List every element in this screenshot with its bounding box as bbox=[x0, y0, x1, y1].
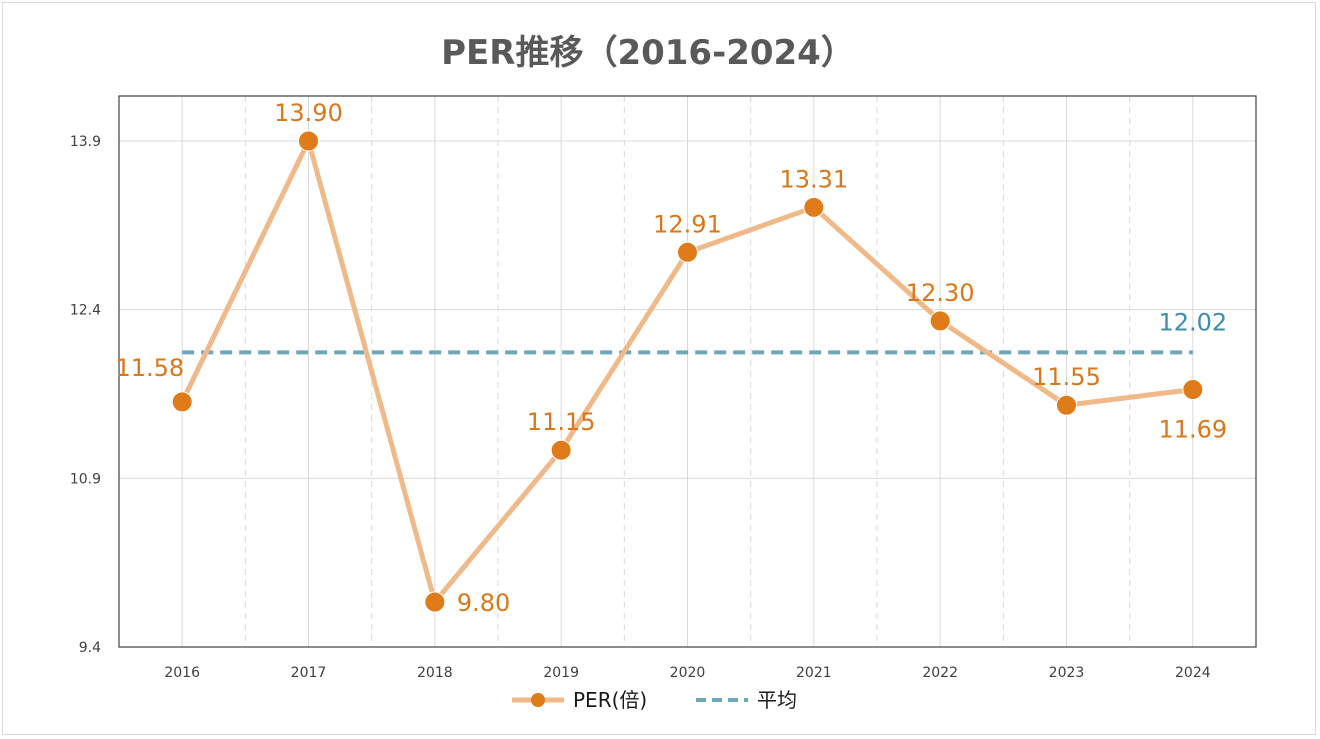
per-data-label: 9.80 bbox=[457, 589, 510, 617]
per-data-label: 12.30 bbox=[906, 279, 975, 307]
per-data-label: 12.91 bbox=[653, 210, 722, 238]
chart-title: PER推移（2016-2024） bbox=[441, 33, 855, 73]
per-marker bbox=[1182, 378, 1204, 400]
legend-per-marker bbox=[531, 693, 545, 707]
x-axis-ticks: 2016 2017 2018 2019 2020 2021 2022 2023 2024 bbox=[164, 665, 1210, 681]
y-axis-ticks: 13.9 12.4 10.9 9.4 bbox=[70, 134, 101, 656]
per-marker bbox=[171, 391, 193, 413]
per-data-label: 13.90 bbox=[274, 99, 343, 127]
x-tick-label: 2019 bbox=[543, 665, 579, 681]
per-marker bbox=[424, 591, 446, 613]
per-data-label: 11.58 bbox=[115, 354, 184, 382]
legend-per-label: PER(倍) bbox=[573, 688, 647, 712]
x-tick-label: 2018 bbox=[417, 665, 453, 681]
per-data-label: 13.31 bbox=[779, 165, 848, 193]
average-data-label: 12.02 bbox=[1158, 308, 1227, 336]
x-tick-label: 2017 bbox=[291, 665, 327, 681]
legend: PER(倍) 平均 bbox=[512, 688, 797, 712]
plot-area-border bbox=[118, 95, 1257, 648]
data-labels: 11.58 13.90 9.80 11.15 12.91 13.31 12.30 11.55 1… bbox=[115, 99, 1227, 617]
per-data-label: 11.55 bbox=[1032, 363, 1101, 391]
y-tick-label: 13.9 bbox=[70, 134, 101, 150]
y-tick-label: 12.4 bbox=[70, 303, 101, 319]
x-tick-label: 2023 bbox=[1049, 665, 1085, 681]
y-tick-label: 10.9 bbox=[70, 471, 101, 487]
per-marker bbox=[929, 310, 951, 332]
per-data-label: 11.15 bbox=[527, 408, 596, 436]
x-tick-label: 2024 bbox=[1175, 665, 1211, 681]
grid bbox=[119, 96, 1256, 648]
per-marker bbox=[298, 130, 319, 152]
legend-average-label: 平均 bbox=[757, 688, 797, 712]
y-tick-label: 9.4 bbox=[79, 640, 101, 656]
per-marker bbox=[550, 439, 572, 461]
per-data-label: 11.69 bbox=[1158, 415, 1227, 443]
x-tick-label: 2022 bbox=[922, 665, 958, 681]
per-marker bbox=[803, 196, 825, 218]
x-tick-label: 2021 bbox=[796, 665, 832, 681]
per-markers bbox=[171, 130, 1204, 613]
x-tick-label: 2016 bbox=[164, 665, 200, 681]
x-tick-label: 2020 bbox=[670, 665, 706, 681]
per-marker bbox=[677, 241, 698, 263]
per-marker bbox=[1056, 394, 1077, 416]
